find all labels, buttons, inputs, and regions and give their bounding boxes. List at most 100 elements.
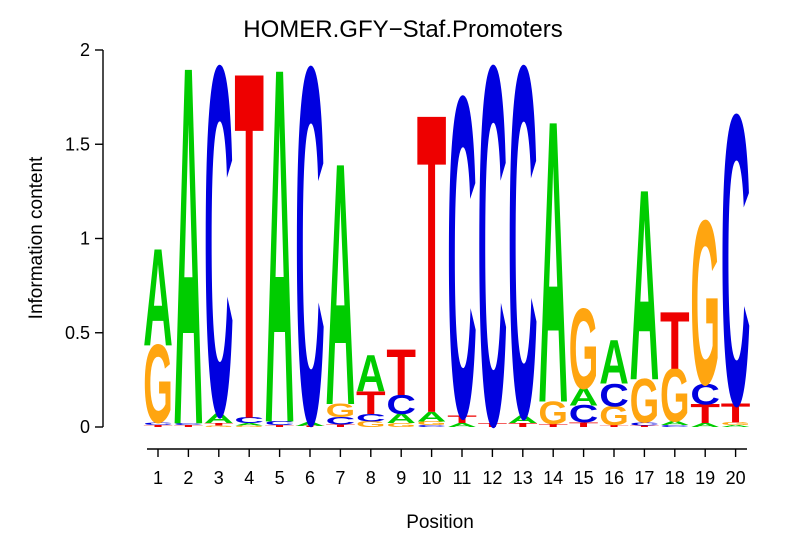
x-tick-label-14: 14 xyxy=(543,468,563,488)
logo-letter-A-pos14: A xyxy=(538,36,568,488)
logo-letter-G-pos8: G xyxy=(356,420,386,429)
svg-text:A: A xyxy=(630,132,660,437)
logo-letter-A-pos15: A xyxy=(569,383,599,410)
svg-text:T: T xyxy=(569,421,599,429)
logo-letter-T-pos15: T xyxy=(569,421,599,429)
logo-letter-T-pos6: T xyxy=(295,426,325,428)
x-tick-label-9: 9 xyxy=(396,468,406,488)
svg-text:C: C xyxy=(478,0,508,533)
svg-text:C: C xyxy=(295,0,325,532)
logo-letter-G-pos16: G xyxy=(599,401,629,432)
x-tick-label-5: 5 xyxy=(275,468,285,488)
logo-letter-A-pos8: A xyxy=(356,344,386,402)
logo-letter-A-pos19: A xyxy=(690,422,720,428)
svg-text:C: C xyxy=(630,422,660,427)
svg-text:A: A xyxy=(326,91,356,478)
svg-text:T: T xyxy=(143,425,173,428)
logo-letter-A-pos9: A xyxy=(386,411,416,426)
svg-text:G: G xyxy=(326,400,356,421)
x-tick-label-12: 12 xyxy=(482,468,502,488)
logo-letter-G-pos15: G xyxy=(569,285,599,413)
logo-letter-C-pos1: C xyxy=(143,422,173,426)
svg-text:G: G xyxy=(721,421,751,426)
x-tick-label-20: 20 xyxy=(726,468,746,488)
svg-text:T: T xyxy=(660,295,690,386)
logo-letter-C-pos8: C xyxy=(356,412,386,424)
logo-letter-C-pos2: C xyxy=(174,423,204,426)
logo-letter-T-pos8: T xyxy=(356,384,386,421)
x-tick-label-3: 3 xyxy=(214,468,224,488)
logo-letter-T-pos7: T xyxy=(326,424,356,428)
x-axis-ticks: 1 2 3 4 5 6 7 8 9 10 11 12 13 14 15 16 17 18 19 20 xyxy=(153,449,746,488)
x-tick-label-7: 7 xyxy=(335,468,345,488)
logo-letter-G-pos20: G xyxy=(721,421,751,426)
logo-letter-G-pos14: G xyxy=(538,395,568,432)
svg-text:C: C xyxy=(569,400,599,427)
logo-column-12: TC xyxy=(478,0,508,533)
svg-text:A: A xyxy=(386,411,416,426)
svg-text:T: T xyxy=(265,425,295,428)
svg-text:T: T xyxy=(630,425,660,427)
logo-letter-C-pos15: C xyxy=(569,400,599,427)
x-tick-label-1: 1 xyxy=(153,468,163,488)
svg-text:C: C xyxy=(599,377,629,414)
svg-text:G: G xyxy=(599,401,629,432)
logo-column-5: TCA xyxy=(265,0,295,530)
logo-column-2: TCA xyxy=(174,0,204,533)
logo-letter-A-pos17: A xyxy=(630,132,660,437)
y-tick-label-2: 2 xyxy=(80,40,90,60)
logo-column-14: TGA xyxy=(538,36,568,488)
logo-letter-C-pos20: C xyxy=(721,29,751,492)
logo-letter-T-pos17: T xyxy=(630,425,660,427)
logo-letter-A-pos20: A xyxy=(721,425,751,428)
logo-letter-C-pos9: C xyxy=(386,389,416,420)
logo-letter-T-pos16: T xyxy=(599,425,629,428)
svg-text:A: A xyxy=(660,420,690,426)
svg-text:T: T xyxy=(690,399,720,430)
logo-letter-T-pos19: T xyxy=(690,399,720,430)
x-tick-label-13: 13 xyxy=(513,468,533,488)
logo-letter-C-pos18: C xyxy=(660,425,690,428)
logo-letter-C-pos16: C xyxy=(599,377,629,414)
svg-text:G: G xyxy=(660,352,690,438)
logo-column-6: TAC xyxy=(295,0,325,532)
svg-text:T: T xyxy=(721,398,751,429)
logo-letter-A-pos10: A xyxy=(417,409,447,424)
svg-text:G: G xyxy=(690,173,720,435)
y-tick-label-0.5: 0.5 xyxy=(65,323,90,343)
logo-letter-C-pos5: C xyxy=(265,420,295,426)
x-axis-title: Position xyxy=(406,512,474,533)
svg-text:T: T xyxy=(326,424,356,428)
logo-letter-G-pos18: G xyxy=(660,352,690,438)
logo-letter-A-pos7: A xyxy=(326,91,356,478)
svg-text:G: G xyxy=(630,365,660,436)
svg-text:C: C xyxy=(721,29,751,492)
logo-letter-C-pos10: C xyxy=(417,425,447,428)
svg-text:A: A xyxy=(143,219,173,375)
svg-text:T: T xyxy=(599,425,629,428)
logo-letter-T-pos20: T xyxy=(721,398,751,429)
svg-text:C: C xyxy=(143,422,173,426)
logo-letter-G-pos3: G xyxy=(204,425,234,427)
logo-letter-A-pos3: A xyxy=(204,411,234,426)
svg-text:G: G xyxy=(143,322,173,446)
svg-text:C: C xyxy=(660,425,690,428)
x-tick-label-6: 6 xyxy=(305,468,315,488)
logo-letter-G-pos4: G xyxy=(234,425,264,427)
svg-text:A: A xyxy=(569,383,599,410)
svg-text:G: G xyxy=(538,395,568,432)
svg-text:C: C xyxy=(386,389,416,420)
logo-letter-T-pos4: T xyxy=(234,0,264,523)
logo-column-13: TAC xyxy=(508,0,538,522)
x-tick-label-11: 11 xyxy=(453,468,472,488)
logo-letter-A-pos5: A xyxy=(265,0,295,530)
